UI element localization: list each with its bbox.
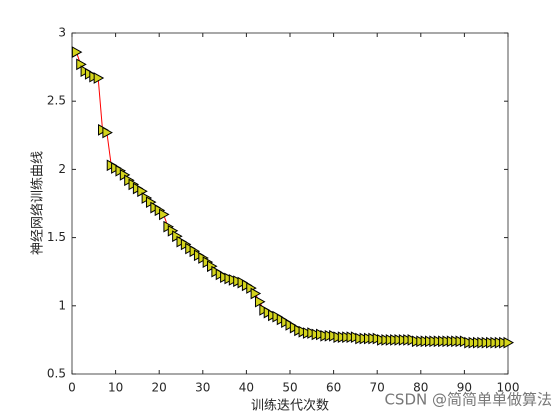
marker xyxy=(93,72,105,84)
marker xyxy=(254,295,266,308)
x-tick-label: 70 xyxy=(370,381,385,395)
watermark: CSDN @简简单单做算法 xyxy=(384,391,552,409)
y-tick-label: 3 xyxy=(58,26,66,40)
x-tick-label: 40 xyxy=(239,381,254,395)
marker xyxy=(503,336,515,349)
x-tick-label: 90 xyxy=(457,381,472,395)
x-tick-label: 50 xyxy=(282,381,297,395)
marker xyxy=(102,126,113,139)
plot-area xyxy=(71,32,509,375)
y-tick-label: 2 xyxy=(58,162,66,176)
x-tick-label: 100 xyxy=(497,381,520,395)
y-tick-label: 2.5 xyxy=(47,94,66,108)
marker xyxy=(250,287,262,300)
x-tick-label: 60 xyxy=(326,381,341,395)
y-axis-label: 神经网络训练曲线 xyxy=(30,151,46,255)
marker xyxy=(159,208,170,221)
x-tick-label: 0 xyxy=(68,381,76,395)
y-tick-label: 1.5 xyxy=(47,230,66,244)
marker xyxy=(71,46,83,58)
y-tick-label: 0.5 xyxy=(47,367,66,381)
x-tick-label: 80 xyxy=(413,381,428,395)
x-axis-label: 训练迭代次数 xyxy=(251,398,329,414)
x-tick-label: 30 xyxy=(195,381,210,395)
y-tick-label: 1 xyxy=(58,298,66,312)
x-tick-label: 20 xyxy=(152,381,167,395)
x-tick-label: 10 xyxy=(108,381,123,395)
